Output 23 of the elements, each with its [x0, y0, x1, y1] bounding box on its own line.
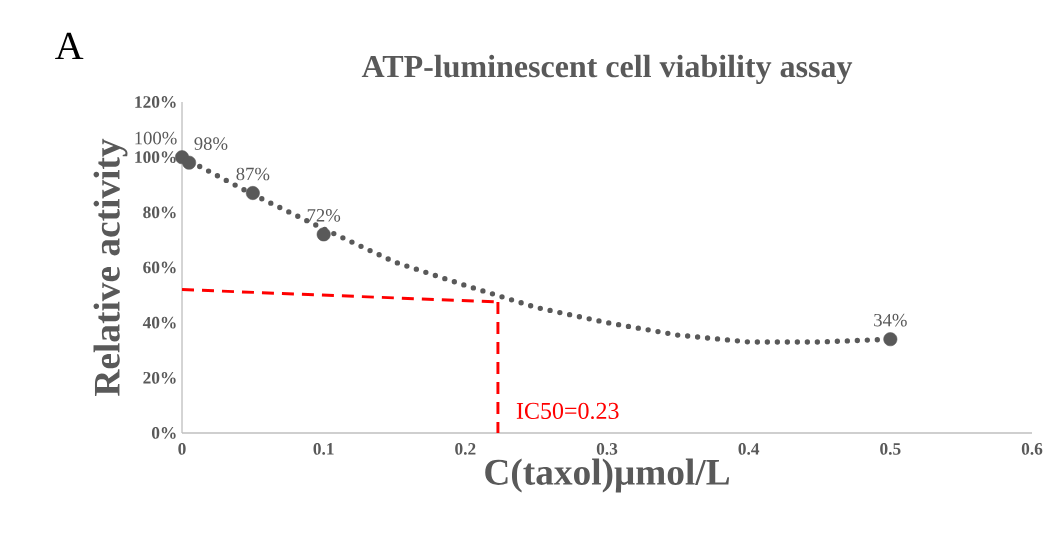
x-tick-label: 0.6 [1021, 443, 1043, 455]
x-tick-label: 0.2 [455, 443, 476, 455]
y-axis-title: Relative activity [93, 138, 128, 396]
y-tick-label: 60% [143, 261, 176, 274]
x-tick-label: 0 [178, 443, 186, 455]
y-tick-label: 100% [135, 151, 176, 164]
annotation: IC50=0.23 [516, 402, 619, 420]
x-axis-title: C(taxol)μmol/L [485, 458, 730, 493]
text: A [55, 32, 84, 60]
data-label: 87% [236, 167, 270, 181]
data-label: 34% [874, 313, 907, 327]
y-tick-label: 0% [151, 427, 176, 439]
x-tick-label: 0.4 [738, 443, 760, 455]
x-tick-label: 0.1 [313, 443, 334, 455]
x-tick-label: 0.5 [880, 443, 901, 455]
y-tick-label: 20% [143, 371, 176, 384]
data-label: 98% [194, 137, 228, 150]
y-tick-label: 80% [143, 206, 176, 219]
data-label: 72% [307, 209, 341, 222]
chart-title: ATP-luminescent cell viability assay [361, 54, 853, 84]
x-tick-label: 0.3 [596, 443, 618, 455]
y-tick-label: 120% [135, 96, 176, 108]
y-tick-label: 40% [142, 316, 176, 329]
